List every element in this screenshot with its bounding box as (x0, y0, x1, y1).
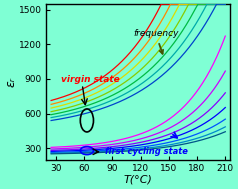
Text: frequency: frequency (133, 29, 178, 54)
Text: virgin state: virgin state (61, 75, 120, 84)
Y-axis label: εᵣ: εᵣ (4, 77, 17, 87)
Text: first cycling state: first cycling state (105, 147, 188, 156)
X-axis label: T(°C): T(°C) (124, 175, 153, 185)
